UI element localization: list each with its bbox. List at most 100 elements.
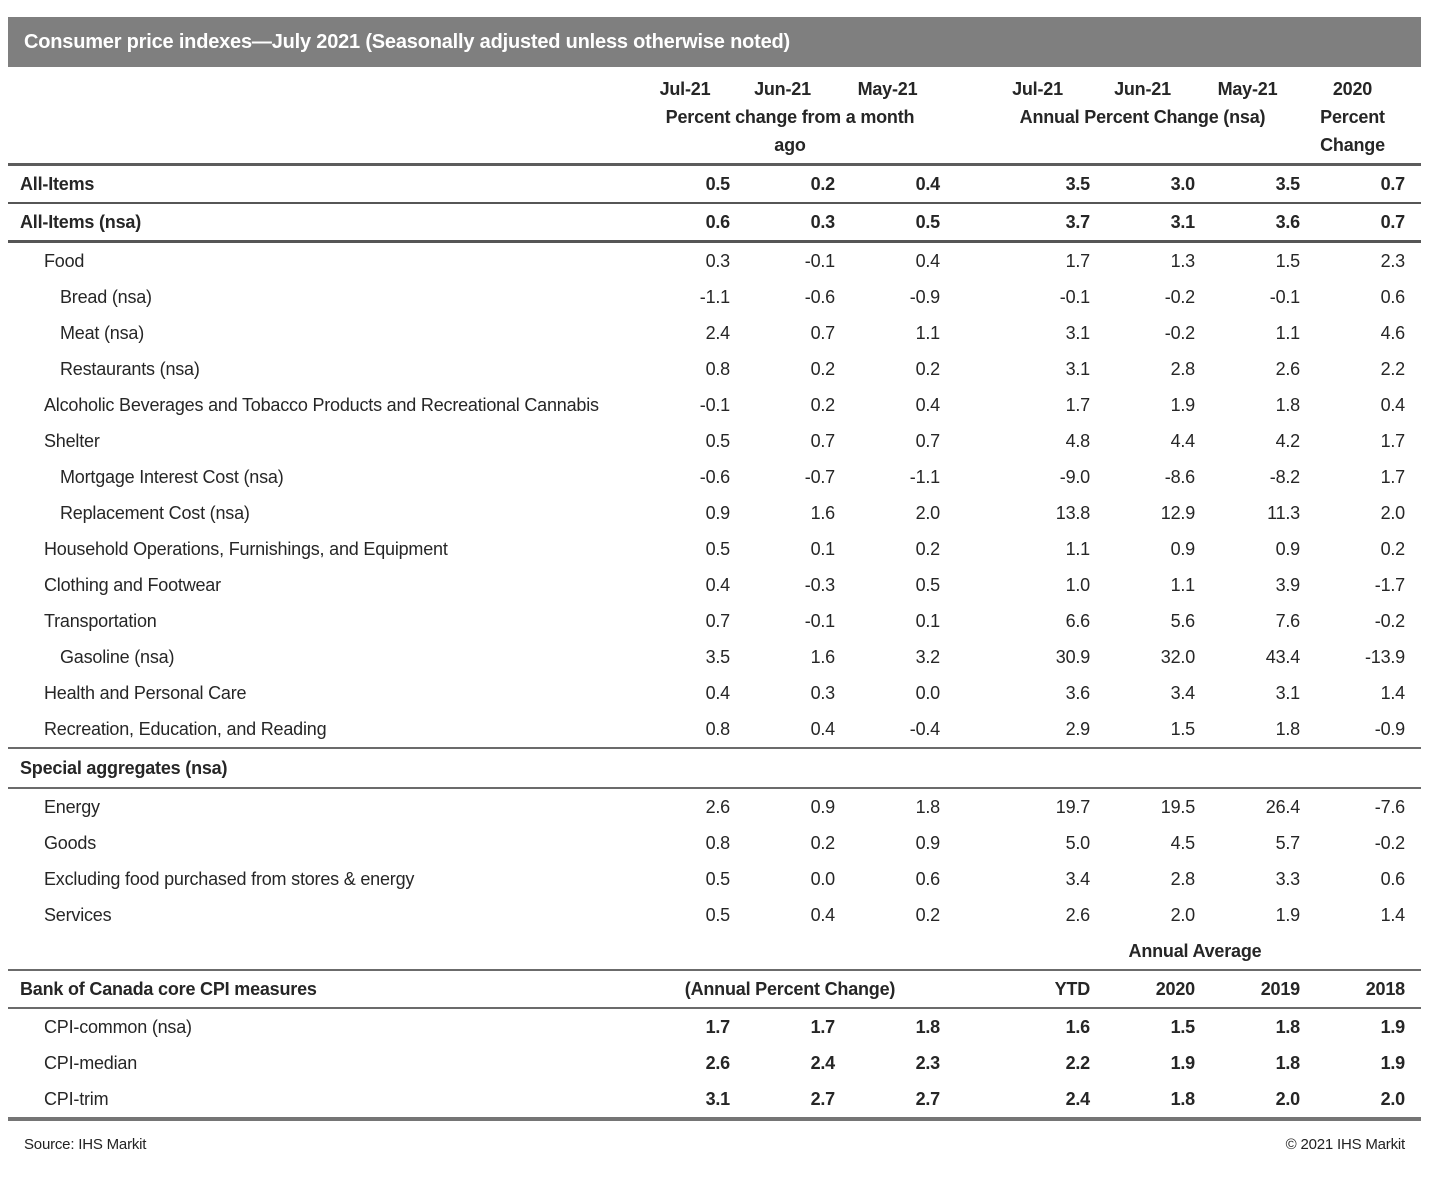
cell-value: 3.3 — [1275, 869, 1301, 889]
cell-value: -0.2 — [1164, 287, 1195, 307]
cell-value: 0.6 — [915, 869, 941, 889]
cell-value: 30.9 — [1055, 647, 1090, 667]
group-gap-cell — [940, 459, 985, 495]
table-row: Health and Personal Care 0.4 0.3 0.0 3.6 3.4 3… — [8, 675, 1421, 711]
table-row: Clothing and Footwear 0.4 -0.3 0.5 1.0 1.1 3.9… — [8, 567, 1421, 603]
month-header-row: Jul-21 Jun-21 May-21 Jul-21 Jun-21 May-2… — [8, 67, 1421, 103]
cell-value: 3.1 — [1275, 683, 1301, 703]
cell-value: 1.8 — [1275, 1017, 1301, 1037]
row-label: Clothing and Footwear — [44, 575, 221, 595]
cell-value: 2.6 — [1065, 905, 1091, 925]
table-row: Replacement Cost (nsa) 0.9 1.6 2.0 13.8 12.9 1… — [8, 495, 1421, 531]
cell-value: 0.4 — [915, 251, 941, 271]
row-label: Replacement Cost (nsa) — [60, 503, 250, 523]
cell-value: 1.9 — [1170, 395, 1196, 415]
group-gap-cell — [940, 1008, 985, 1045]
group-gap-cell — [940, 1081, 985, 1121]
cell-value: 3.4 — [1170, 683, 1196, 703]
cell-value: 2.8 — [1170, 359, 1196, 379]
cell-value: 0.7 — [915, 431, 941, 451]
boc-year-col-header: YTD — [985, 969, 1090, 1009]
cell-value: 2.3 — [915, 1053, 941, 1073]
cell-value: 0.4 — [915, 395, 941, 415]
cell-value: 0.9 — [1170, 539, 1196, 559]
group-gap-cell — [940, 1045, 985, 1081]
cell-value: 0.6 — [1380, 287, 1406, 307]
cell-value: 0.1 — [915, 611, 941, 631]
month-col-header: May-21 — [857, 79, 918, 99]
cell-value: 3.7 — [985, 203, 1090, 243]
cell-value: 0.4 — [835, 164, 940, 204]
cell-value: 0.4 — [705, 575, 731, 595]
cell-value: 3.9 — [1275, 575, 1301, 595]
table-row: All-Items 0.5 0.2 0.4 3.5 3.0 3.5 0.7 — [8, 164, 1421, 204]
cell-value: 0.8 — [705, 719, 731, 739]
cell-value: 1.7 — [1380, 467, 1406, 487]
cell-value: -0.9 — [1374, 719, 1405, 739]
row-label: Mortgage Interest Cost (nsa) — [60, 467, 284, 487]
cell-value: 2.3 — [1380, 251, 1406, 271]
group-gap-cell — [940, 531, 985, 567]
cell-value: 1.1 — [1275, 323, 1301, 343]
cell-value: 1.9 — [1380, 1017, 1406, 1037]
annual-average-label: Annual Average — [1128, 941, 1262, 961]
row-label: CPI-median — [44, 1053, 138, 1073]
table-row: Bank of Canada core CPI measures (Annual … — [8, 969, 1421, 1009]
cell-value: 2.2 — [1065, 1053, 1091, 1073]
table-row: Services 0.5 0.4 0.2 2.6 2.0 1.9 1.4 — [8, 897, 1421, 933]
row-label: Excluding food purchased from stores & e… — [44, 869, 415, 889]
group-gap-cell — [940, 242, 985, 280]
cell-value: -0.1 — [1059, 287, 1090, 307]
cell-value: 0.5 — [835, 203, 940, 243]
copyright-note: © 2021 IHS Markit — [1285, 1136, 1406, 1153]
row-label: Food — [44, 251, 85, 271]
year-group-label: Percent Change — [1320, 107, 1385, 155]
cell-value: 11.3 — [1267, 503, 1300, 523]
cell-value: 1.4 — [1380, 683, 1406, 703]
cell-value: 2.0 — [1380, 503, 1406, 523]
row-label: Meat (nsa) — [60, 323, 145, 343]
cell-value: 2.7 — [835, 1081, 940, 1121]
table-row: Food 0.3 -0.1 0.4 1.7 1.3 1.5 2.3 — [8, 242, 1421, 280]
cell-value: 32.0 — [1160, 647, 1195, 667]
cell-value: 2.8 — [1170, 869, 1196, 889]
cell-value: -13.9 — [1364, 647, 1405, 667]
group-gap-cell — [940, 351, 985, 387]
cell-value: -0.1 — [804, 611, 835, 631]
cell-value: 0.2 — [915, 359, 941, 379]
cell-value: 0.4 — [810, 719, 836, 739]
cell-value: 0.4 — [810, 905, 836, 925]
cell-value: 0.3 — [810, 683, 836, 703]
cell-value: 2.0 — [1300, 1081, 1421, 1121]
cell-value: 12.9 — [1160, 503, 1195, 523]
cell-value: -0.6 — [804, 287, 835, 307]
cell-value: -0.6 — [699, 467, 730, 487]
cell-value: 1.8 — [1275, 719, 1301, 739]
cell-value: 5.6 — [1170, 611, 1196, 631]
cell-value: 2.4 — [985, 1081, 1090, 1121]
cell-value: 3.1 — [640, 1081, 730, 1121]
cell-value: 0.4 — [1380, 395, 1406, 415]
cpi-table: Jul-21 Jun-21 May-21 Jul-21 Jun-21 May-2… — [8, 67, 1421, 1121]
group-gap-cell — [940, 897, 985, 933]
cell-value: 0.7 — [810, 323, 836, 343]
cell-value: 0.7 — [1300, 164, 1421, 204]
cell-value: 0.8 — [705, 833, 731, 853]
cell-value: 1.6 — [810, 503, 836, 523]
cell-value: 0.5 — [705, 539, 731, 559]
cell-value: 2.2 — [1380, 359, 1406, 379]
month-col-header: May-21 — [1217, 79, 1278, 99]
month-col-header: Jul-21 — [659, 79, 711, 99]
page: Consumer price indexes—July 2021 (Season… — [8, 17, 1421, 1153]
month-col-header: Jun-21 — [1114, 79, 1171, 99]
section-header: Special aggregates (nsa) — [8, 747, 1421, 789]
boc-year-col-header: 2020 — [1090, 969, 1195, 1009]
cell-value: 0.7 — [1300, 203, 1421, 243]
row-label: Household Operations, Furnishings, and E… — [44, 539, 448, 559]
cell-value: -0.9 — [909, 287, 940, 307]
cell-value: -0.7 — [804, 467, 835, 487]
source-note: Source: IHS Markit — [24, 1136, 147, 1153]
cell-value: 0.5 — [705, 431, 731, 451]
table-row: Gasoline (nsa) 3.5 1.6 3.2 30.9 32.0 43.4 -13.9 — [8, 639, 1421, 675]
table-row: Energy 2.6 0.9 1.8 19.7 19.5 26.4 -7.6 — [8, 788, 1421, 825]
